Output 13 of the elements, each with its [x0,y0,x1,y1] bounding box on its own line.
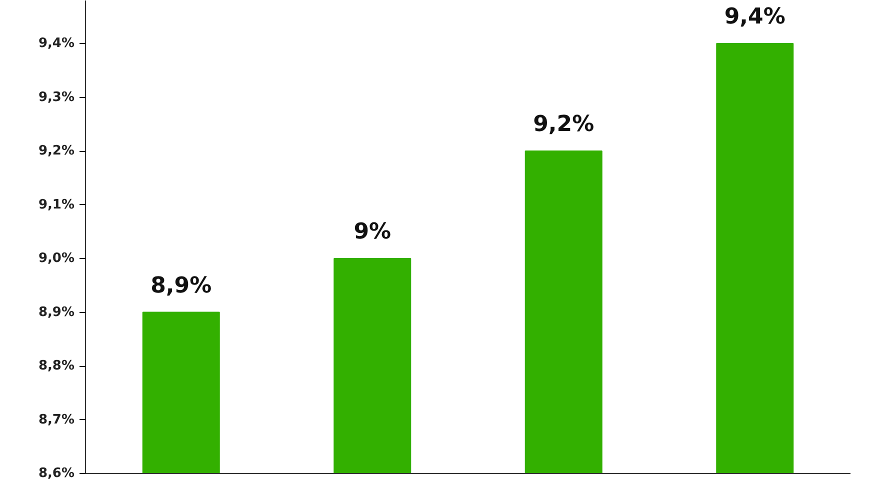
data-label: 9,4% [724,4,786,30]
y-tick-label: 9,0% [38,251,75,266]
y-tick-label: 8,8% [38,358,75,374]
data-label: 8,9% [150,273,212,298]
y-tick-label: 8,7% [38,412,75,428]
y-tick-label: 9,2% [38,144,75,158]
y-tick-label: 9,3% [38,90,75,105]
y-tick-label: 8,9% [38,304,75,320]
y-tick-label: 9,4% [38,36,75,51]
y-tick-label: 8,6% [38,466,75,481]
data-label: 9,2% [533,112,594,137]
data-label: 9% [354,220,392,244]
y-tick-label: 9,1% [38,197,75,212]
